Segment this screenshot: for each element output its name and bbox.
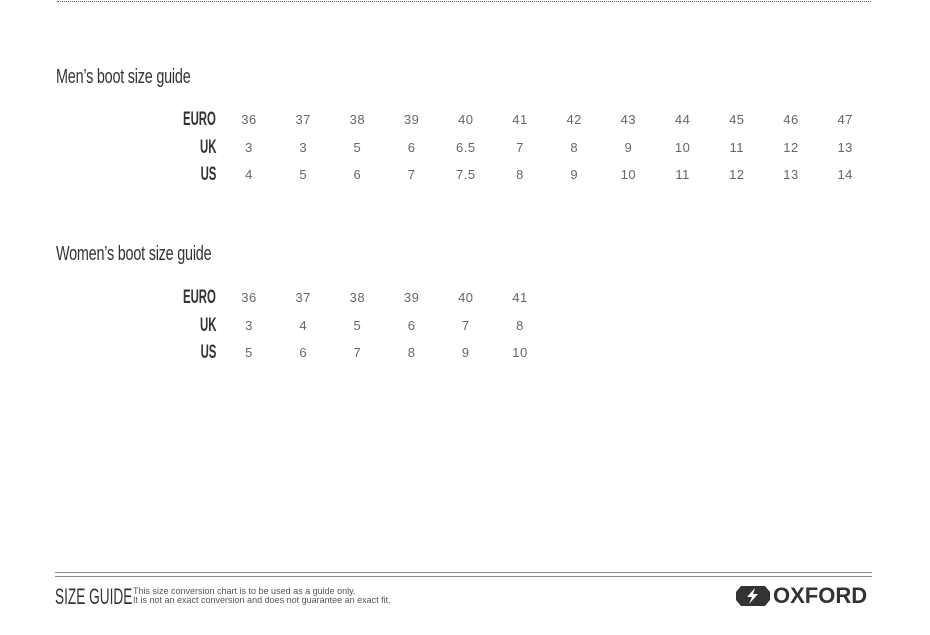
size-cell: 5: [299, 167, 308, 182]
size-cell: 11: [675, 167, 690, 182]
row-label: US: [200, 342, 216, 363]
footer-heading: SIZE GUIDE: [55, 584, 133, 609]
size-cell: 8: [570, 139, 579, 155]
womens-title: Women’s boot size guide: [56, 243, 212, 265]
size-cell: 8: [407, 345, 416, 360]
size-cell: 7: [461, 317, 470, 333]
size-cell: 3: [245, 139, 253, 155]
size-cell: 37: [295, 112, 311, 127]
disclaimer-line-2: It is not an exact conversion and does n…: [133, 595, 391, 605]
size-cell: 38: [349, 290, 366, 305]
size-cell: 4: [299, 317, 308, 333]
size-cell: 39: [403, 112, 420, 127]
size-cell: 13: [783, 167, 799, 182]
size-cell: 36: [241, 290, 257, 305]
size-cell: 45: [729, 112, 745, 127]
size-cell: 38: [349, 112, 366, 127]
size-cell: 7: [353, 345, 362, 360]
size-cell: 47: [837, 112, 853, 127]
size-cell: 12: [729, 167, 745, 182]
disclaimer-line-1: This size conversion chart is to be used…: [133, 586, 356, 596]
size-cell: 9: [570, 167, 579, 182]
size-row-euro: EURO 36 37 38 39 40 41 42 43 44 45 46 47: [0, 110, 930, 130]
size-cell: 5: [353, 139, 362, 155]
size-cell: 36: [241, 112, 257, 127]
row-label: US: [200, 164, 216, 185]
size-cell: 3: [299, 139, 308, 155]
row-label: EURO: [183, 109, 216, 130]
oxford-logo: OXFORD: [735, 583, 867, 609]
size-cell: 40: [458, 112, 474, 127]
size-cell: 10: [620, 167, 637, 182]
size-cell: 12: [783, 139, 799, 155]
footer-divider: [55, 572, 872, 577]
size-cell: 43: [620, 112, 637, 127]
size-cell: 10: [512, 345, 528, 360]
size-cell: 6.5: [456, 139, 476, 155]
size-cell: 4: [245, 167, 253, 182]
size-cell: 14: [837, 167, 853, 182]
size-cell: 9: [461, 345, 470, 360]
size-cell: 3: [245, 317, 253, 333]
size-cell: 7: [516, 139, 524, 155]
size-cell: 7.5: [456, 167, 476, 182]
size-cell: 10: [674, 139, 691, 155]
size-cell: 6: [407, 317, 416, 333]
size-row-uk: UK 3 3 5 6 6.5 7 8 9 10 11 12 13: [0, 136, 930, 158]
size-cell: 37: [295, 290, 311, 305]
size-cell: 42: [566, 112, 582, 127]
brand-name: OXFORD: [773, 583, 868, 608]
size-cell: 40: [458, 290, 474, 305]
size-cell: 41: [512, 112, 528, 127]
size-cell: 39: [403, 290, 420, 305]
size-cell: 11: [729, 139, 745, 155]
size-row-us: US 5 6 7 8 9 10: [0, 343, 930, 363]
size-cell: 46: [783, 112, 799, 127]
size-cell: 8: [516, 317, 524, 333]
size-cell: 5: [353, 317, 362, 333]
top-divider: [57, 1, 871, 2]
row-label: UK: [199, 136, 216, 158]
size-cell: 44: [674, 112, 691, 127]
size-cell: 41: [512, 290, 528, 305]
size-cell: 7: [407, 167, 416, 182]
size-row-uk: UK 3 4 5 6 7 8: [0, 314, 930, 336]
size-cell: 5: [245, 345, 253, 360]
footer-disclaimer: This size conversion chart is to be used…: [133, 587, 391, 605]
oxford-logo-icon: [736, 586, 770, 606]
size-cell: 6: [407, 139, 416, 155]
row-label: EURO: [183, 287, 216, 308]
size-row-euro: EURO 36 37 38 39 40 41: [0, 288, 930, 308]
mens-title: Men’s boot size guide: [56, 66, 191, 88]
size-cell: 13: [837, 139, 853, 155]
size-row-us: US 4 5 6 7 7.5 8 9 10 11 12 13 14: [0, 165, 930, 185]
size-cell: 8: [516, 167, 524, 182]
size-cell: 6: [353, 167, 362, 182]
row-label: UK: [199, 314, 216, 336]
size-cell: 6: [299, 345, 308, 360]
size-cell: 9: [624, 139, 633, 155]
